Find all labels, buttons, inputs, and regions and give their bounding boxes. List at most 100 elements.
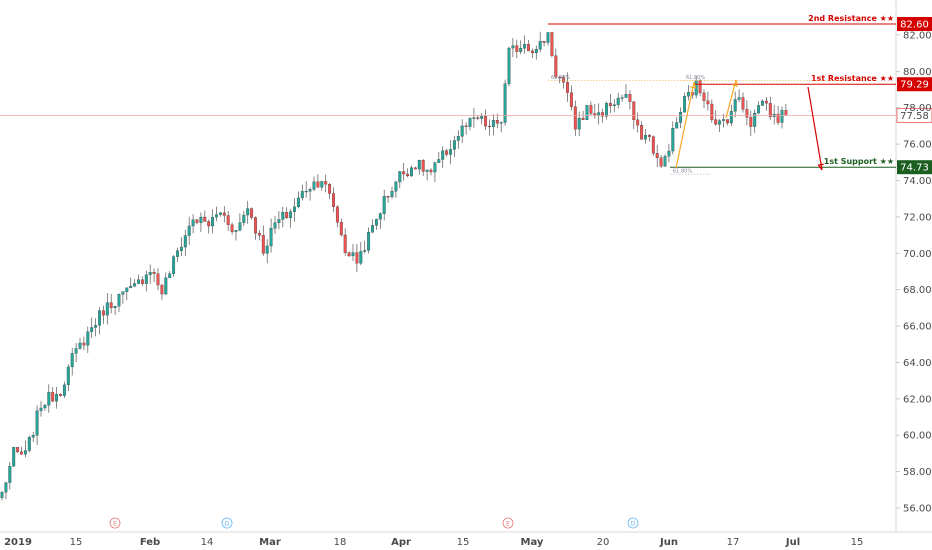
- candle: [277, 211, 281, 230]
- candle-body: [636, 119, 640, 126]
- candle-body: [8, 466, 12, 483]
- x-tick-label: Apr: [391, 537, 411, 548]
- candle-body: [632, 101, 636, 121]
- candle: [437, 151, 441, 163]
- y-tick-label: 78.00: [903, 103, 932, 114]
- candle-body: [382, 196, 386, 214]
- candle: [527, 40, 530, 52]
- candle: [4, 481, 8, 500]
- candle-body: [191, 219, 195, 227]
- candle: [246, 200, 250, 224]
- candle-body: [675, 122, 679, 129]
- candle-body: [152, 272, 156, 274]
- candle: [20, 446, 23, 455]
- candle-body: [581, 117, 585, 120]
- candle-body: [464, 125, 468, 127]
- level-price-tag-bg: [897, 17, 932, 31]
- candle: [164, 272, 168, 295]
- candle: [101, 305, 105, 324]
- candle-body: [183, 235, 187, 248]
- candle: [768, 96, 772, 120]
- candle: [663, 154, 667, 167]
- candle: [74, 343, 78, 363]
- candle: [125, 287, 129, 301]
- candle-body: [39, 407, 43, 411]
- candle: [293, 198, 296, 222]
- candle-body: [211, 216, 215, 227]
- candle: [199, 212, 203, 232]
- candle: [456, 130, 460, 149]
- candle: [55, 386, 59, 409]
- candle: [511, 38, 515, 58]
- candle-body: [133, 283, 137, 287]
- candle: [324, 174, 328, 193]
- candle: [121, 291, 125, 304]
- candle-body: [339, 222, 343, 236]
- candle: [117, 293, 121, 313]
- candle: [667, 143, 671, 163]
- candle-body: [277, 219, 281, 223]
- candle-body: [714, 119, 718, 125]
- y-tick-label: 70.00: [903, 249, 932, 260]
- arrow-head: [817, 163, 824, 171]
- candle-body: [644, 134, 647, 140]
- candle: [702, 89, 706, 109]
- candle: [718, 119, 722, 133]
- candle-body: [577, 117, 581, 130]
- candle: [398, 170, 402, 189]
- event-marker-earnings: E: [109, 517, 121, 529]
- x-tick-label: Jun: [659, 537, 678, 548]
- candle-body: [468, 118, 472, 127]
- candle: [140, 276, 144, 286]
- candle-body: [566, 82, 569, 93]
- x-tick-label: 14: [201, 537, 214, 548]
- candle-body: [394, 181, 398, 192]
- candle: [179, 237, 183, 257]
- candle: [679, 107, 683, 129]
- candle-body: [410, 167, 413, 177]
- candle: [195, 218, 199, 225]
- candle-body: [441, 150, 445, 160]
- candle: [410, 165, 413, 177]
- candle-body: [199, 216, 203, 223]
- candle-body: [273, 222, 277, 229]
- candle-body: [499, 122, 503, 124]
- event-marker-earnings: E: [502, 517, 514, 529]
- candle: [616, 92, 620, 109]
- candle-body: [156, 273, 160, 286]
- candle: [433, 161, 437, 182]
- x-tick-label: May: [521, 537, 544, 548]
- level-price-tag-text: 74.73: [900, 163, 929, 174]
- candle: [468, 116, 472, 131]
- candle: [488, 119, 491, 136]
- candle-body: [741, 97, 745, 110]
- candle-body: [296, 197, 300, 208]
- candle: [105, 293, 109, 325]
- candle-body: [332, 193, 335, 207]
- y-tick-label: 82.00: [903, 30, 932, 41]
- candle-body: [293, 206, 296, 212]
- candle-body: [737, 97, 741, 100]
- candle-body: [78, 342, 82, 349]
- candle-body: [215, 214, 218, 218]
- candle: [257, 229, 261, 241]
- candle: [113, 305, 117, 315]
- candle: [386, 195, 390, 203]
- candle-body: [702, 92, 706, 101]
- candle: [523, 35, 527, 54]
- candle: [51, 387, 55, 403]
- candle: [254, 216, 257, 240]
- candle: [339, 218, 343, 237]
- candle-body: [550, 32, 554, 56]
- candle: [753, 109, 757, 133]
- level-label: 2nd Resistance ★★: [808, 14, 894, 23]
- candle-body: [530, 50, 534, 54]
- candle: [320, 181, 324, 191]
- candle: [659, 154, 663, 168]
- candle: [402, 162, 406, 181]
- candle-body: [316, 181, 320, 188]
- candle: [745, 100, 749, 126]
- candle-body: [378, 213, 382, 220]
